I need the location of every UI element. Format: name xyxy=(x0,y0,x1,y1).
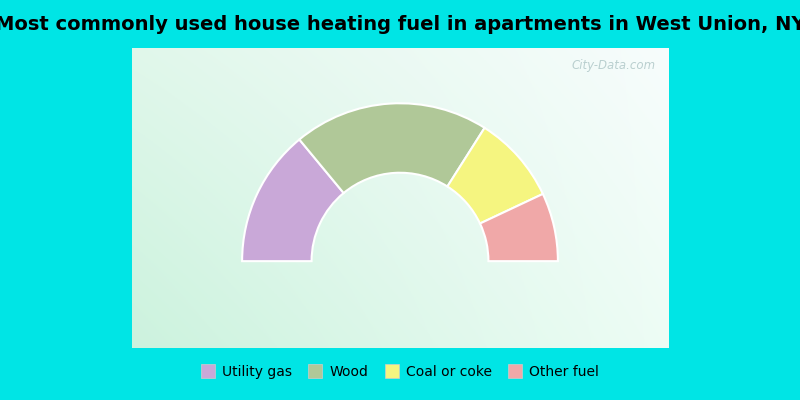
Text: City-Data.com: City-Data.com xyxy=(572,59,656,72)
Wedge shape xyxy=(480,194,558,261)
Wedge shape xyxy=(447,128,543,224)
Wedge shape xyxy=(299,103,485,193)
Wedge shape xyxy=(242,140,344,261)
Legend: Utility gas, Wood, Coal or coke, Other fuel: Utility gas, Wood, Coal or coke, Other f… xyxy=(195,359,605,384)
Text: Most commonly used house heating fuel in apartments in West Union, NY: Most commonly used house heating fuel in… xyxy=(0,16,800,34)
